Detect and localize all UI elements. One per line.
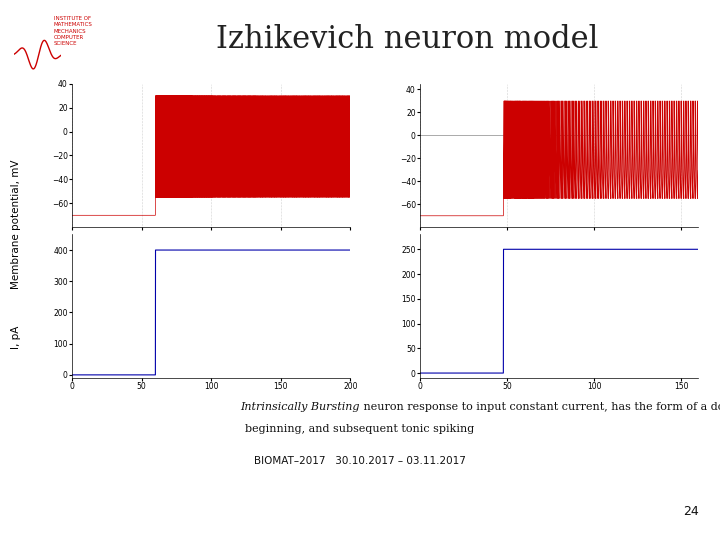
Text: Izhikevich neuron model: Izhikevich neuron model [216,24,598,55]
Text: BIOMAT–2017   30.10.2017 – 03.11.2017: BIOMAT–2017 30.10.2017 – 03.11.2017 [254,456,466,467]
Text: 24: 24 [683,505,698,518]
Text: neuron response to input constant current, has the form of a doublet at the: neuron response to input constant curren… [360,402,720,413]
Text: Intrinsically Bursting: Intrinsically Bursting [240,402,360,413]
Text: INSTITUTE OF
MATHEMATICS
MECHANICS
COMPUTER
SCIENCE: INSTITUTE OF MATHEMATICS MECHANICS COMPU… [54,16,93,46]
Text: Membrane potential, mV: Membrane potential, mV [11,159,21,289]
Text: I, pA: I, pA [11,326,21,349]
Text: beginning, and subsequent tonic spiking: beginning, and subsequent tonic spiking [246,424,474,434]
